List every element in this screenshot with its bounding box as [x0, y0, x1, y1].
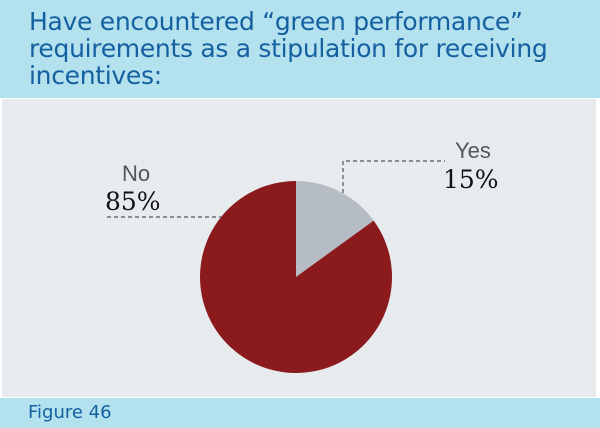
footer-band: Figure 46	[0, 398, 600, 428]
figure-label: Figure 46	[28, 402, 112, 423]
pie-slice-yes	[296, 181, 374, 277]
category-label-yes: Yes	[455, 138, 491, 163]
data-label-no: 85%	[105, 187, 161, 216]
chart-title: Have encountered “green performance” req…	[29, 7, 548, 90]
leader-line-yes	[342, 160, 445, 193]
pie-slice-no	[199, 181, 392, 374]
data-label-yes: 15%	[443, 165, 499, 194]
header-band: Have encountered “green performance” req…	[0, 0, 600, 98]
category-label-no: No	[122, 161, 150, 186]
